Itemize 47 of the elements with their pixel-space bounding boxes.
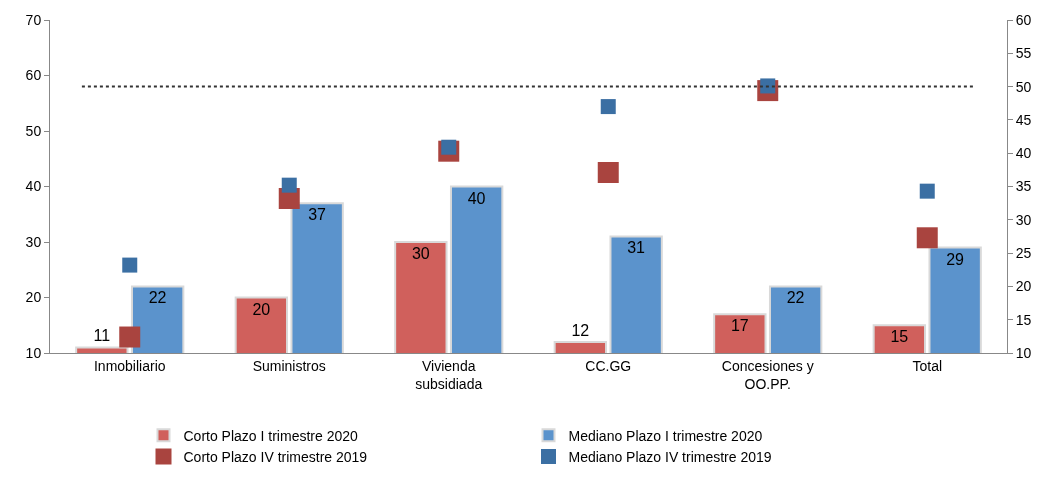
data-label: 30 (411, 245, 430, 262)
data-label: 11 (93, 327, 111, 345)
y2-tick-label: 45 (1015, 111, 1032, 128)
x-tick-label: Suministros (252, 357, 326, 374)
x-tick-label: Concesiones y OO.PP. (721, 357, 814, 392)
point (122, 257, 138, 273)
x-tick-label: Total (912, 357, 943, 374)
y2-tick-label: 25 (1015, 245, 1032, 261)
y2-tick-label: 50 (1015, 78, 1032, 95)
y2-tick-label: 35 (1015, 178, 1032, 195)
y-tick-label: 60 (25, 67, 42, 84)
y2-tick-label: 55 (1015, 45, 1032, 62)
legend-label: Mediano Plazo I trimestre 2020 (568, 427, 763, 444)
point (600, 99, 616, 115)
data-label: 12 (571, 321, 590, 339)
y2-tick-label: 15 (1015, 311, 1032, 328)
data-label: 22 (148, 289, 167, 307)
point (119, 326, 141, 348)
y2-tick-label: 20 (1015, 278, 1032, 295)
point (597, 162, 619, 184)
y-tick-label: 30 (25, 233, 42, 250)
point (919, 183, 935, 199)
point (916, 227, 938, 249)
y-tick-label: 50 (25, 122, 42, 139)
legend-label: Corto Plazo IV trimestre 2019 (183, 448, 368, 465)
y2-tick-label: 40 (1015, 145, 1032, 162)
y2-tick-label: 10 (1015, 344, 1032, 361)
legend-label: Mediano Plazo IV trimestre 2019 (568, 448, 772, 465)
x-tick-label: Inmobiliario (93, 357, 166, 374)
y-tick-label: 70 (25, 11, 42, 28)
data-label: 37 (308, 206, 327, 224)
data-label: 17 (730, 317, 749, 335)
y-tick-label: 20 (25, 289, 42, 306)
data-label: 20 (252, 300, 271, 318)
point (281, 177, 297, 193)
x-tick-label: CC.GG (585, 357, 632, 374)
data-label: 22 (786, 289, 805, 307)
data-label: 29 (946, 250, 965, 268)
y2-tick-label: 60 (1015, 11, 1032, 28)
legend-label: Corto Plazo I trimestre 2020 (183, 427, 359, 444)
y-tick-label: 10 (25, 344, 42, 361)
data-label: 40 (467, 189, 486, 207)
y2-tick-label: 30 (1015, 211, 1032, 228)
x-tick-label: Vivienda subsidiada (415, 357, 483, 392)
y-tick-label: 40 (25, 178, 42, 195)
data-label: 31 (627, 239, 646, 257)
data-label: 15 (890, 328, 909, 346)
